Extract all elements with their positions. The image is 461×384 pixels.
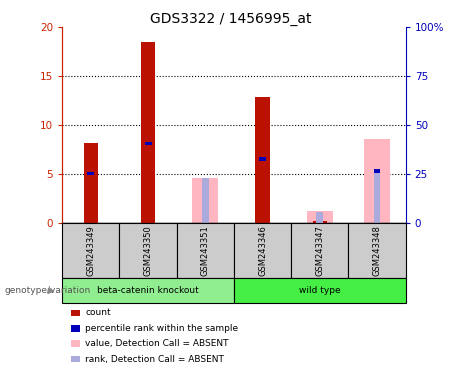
Bar (141, 41, 155, 223)
Text: percentile rank within the sample: percentile rank within the sample (85, 324, 238, 333)
Text: GSM243350: GSM243350 (143, 225, 153, 276)
Bar (234, 223, 291, 278)
Text: value, Detection Call = ABSENT: value, Detection Call = ABSENT (85, 339, 229, 348)
Bar (88, 172, 95, 175)
Bar (373, 171, 380, 223)
Text: wild type: wild type (299, 286, 341, 295)
Text: beta-catenin knockout: beta-catenin knockout (97, 286, 199, 295)
Text: GSM243348: GSM243348 (372, 225, 382, 276)
Bar (364, 139, 390, 223)
Bar (119, 223, 177, 278)
Text: count: count (85, 308, 111, 318)
Bar (259, 157, 266, 161)
Bar (349, 223, 406, 278)
Text: GSM243346: GSM243346 (258, 225, 267, 276)
Text: GSM243347: GSM243347 (315, 225, 325, 276)
Bar (192, 178, 218, 223)
Text: rank, Detection Call = ABSENT: rank, Detection Call = ABSENT (85, 354, 224, 364)
Bar (291, 223, 349, 278)
Text: GSM243351: GSM243351 (201, 225, 210, 276)
Bar (313, 221, 327, 223)
Bar (255, 98, 270, 223)
Text: genotype/variation: genotype/variation (5, 286, 91, 295)
Bar (145, 142, 152, 145)
Bar (234, 278, 406, 303)
Bar (62, 223, 119, 278)
Bar (62, 278, 234, 303)
Bar (373, 169, 380, 172)
Text: GSM243349: GSM243349 (86, 225, 95, 276)
Bar (202, 178, 209, 223)
Bar (177, 223, 234, 278)
Text: GDS3322 / 1456995_at: GDS3322 / 1456995_at (150, 12, 311, 25)
Bar (307, 212, 333, 223)
Bar (84, 143, 98, 223)
Bar (316, 212, 323, 223)
